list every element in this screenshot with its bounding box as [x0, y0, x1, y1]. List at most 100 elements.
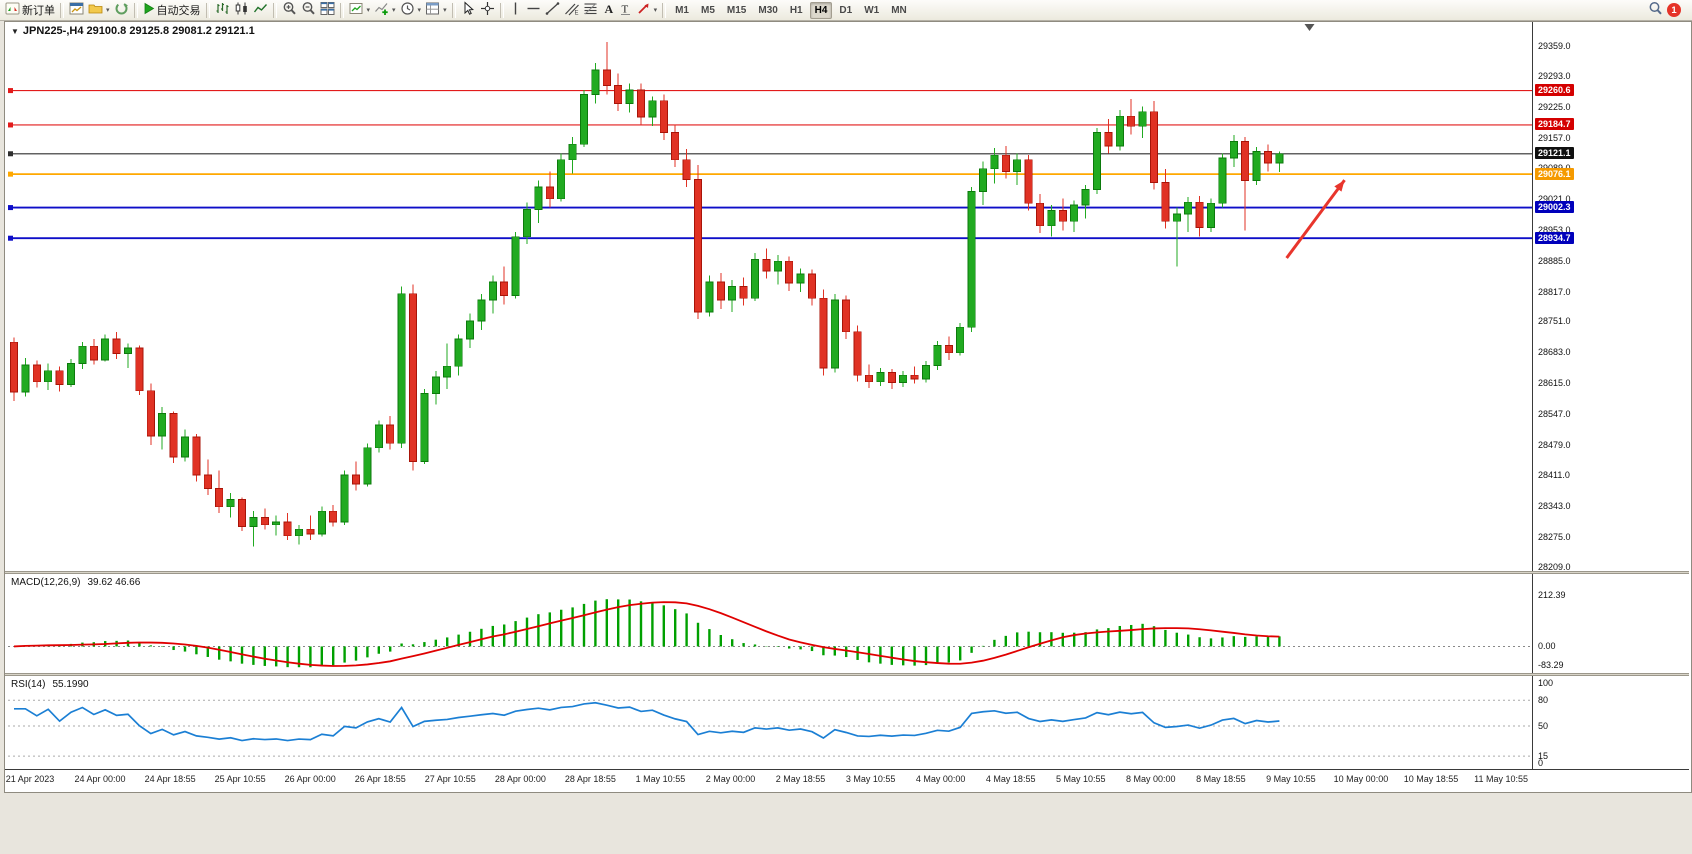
- indicators-button[interactable]: ▾: [372, 1, 398, 19]
- vertical-line-button[interactable]: [507, 1, 524, 19]
- price-line-label: 29002.3: [1535, 201, 1574, 214]
- tile-windows-icon: [320, 1, 335, 19]
- search-button[interactable]: [1646, 1, 1665, 19]
- timeframe-button-mn[interactable]: MN: [886, 2, 912, 19]
- time-label: 24 Apr 18:55: [144, 774, 196, 784]
- arrow-tools-button[interactable]: ▾: [634, 1, 660, 19]
- collapse-triangle-icon[interactable]: ▼: [11, 26, 19, 36]
- time-label: 5 May 10:55: [1055, 774, 1106, 784]
- svg-text:A: A: [604, 2, 613, 16]
- equidistant-channel-button[interactable]: E: [562, 1, 581, 19]
- zoom-out-button[interactable]: [299, 1, 318, 19]
- trendline-icon: [545, 1, 560, 19]
- new-chart-button[interactable]: [67, 1, 86, 19]
- price-tick: 28817.0: [1538, 286, 1571, 297]
- templates-button[interactable]: ▾: [423, 1, 449, 19]
- time-label: 26 Apr 00:00: [284, 774, 336, 784]
- horizontal-line-button[interactable]: [524, 1, 543, 19]
- trendline-button[interactable]: [543, 1, 562, 19]
- profiles-icon: [88, 1, 103, 19]
- timeframe-button-h1[interactable]: H1: [785, 2, 808, 19]
- timeframe-button-m15[interactable]: M15: [722, 2, 751, 19]
- ohlc-bars-button[interactable]: [213, 1, 232, 19]
- price-chart-canvas[interactable]: [8, 22, 1532, 571]
- new-order-label: 新订单: [22, 5, 55, 17]
- toolbar-separator: [205, 2, 210, 18]
- time-label: 9 May 10:55: [1266, 774, 1316, 784]
- zoom-in-button[interactable]: [280, 1, 299, 19]
- time-label: 4 May 18:55: [985, 774, 1036, 784]
- fibonacci-button[interactable]: [581, 1, 600, 19]
- macd-axis[interactable]: 212.39 0.00 -83.29: [1532, 574, 1689, 673]
- toolbar-separator: [133, 2, 138, 18]
- tile-windows-button[interactable]: [318, 1, 337, 19]
- time-label: 3 May 10:55: [845, 774, 896, 784]
- zoom-out-icon: [301, 1, 316, 19]
- refresh-button[interactable]: [112, 1, 131, 19]
- equidistant-channel-icon: E: [564, 1, 579, 19]
- arrow-tools-icon: [636, 1, 651, 19]
- macd-label: MACD(12,26,9) 39.62 46.66: [11, 577, 141, 588]
- macd-signal-line: [13, 601, 1280, 667]
- timeframe-button-h4[interactable]: H4: [809, 1, 833, 19]
- time-label: 28 Apr 00:00: [494, 774, 546, 784]
- timeframe-button-d1[interactable]: D1: [834, 2, 857, 19]
- time-label: 10 May 18:55: [1403, 774, 1459, 784]
- price-tick: 28751.0: [1538, 316, 1571, 327]
- text-label-button[interactable]: T: [617, 1, 634, 19]
- timeframe-button-w1[interactable]: W1: [859, 2, 884, 19]
- candlesticks-icon: [234, 1, 249, 19]
- charts-menu-button[interactable]: ▾: [347, 1, 373, 19]
- autotrading-icon: [143, 2, 155, 18]
- rsi-panel-canvas[interactable]: [8, 676, 1532, 769]
- timeframe-button-m30[interactable]: M30: [753, 2, 782, 19]
- panel-splitter[interactable]: [5, 571, 1689, 574]
- auto-trading-button[interactable]: 自动交易: [141, 1, 203, 19]
- time-label: 8 May 00:00: [1126, 774, 1176, 784]
- horizontal-lines[interactable]: [8, 88, 1532, 241]
- time-label: 27 Apr 10:55: [424, 774, 476, 784]
- time-label: 1 May 10:55: [635, 774, 686, 784]
- price-axis[interactable]: 29359.029293.029225.029157.029089.029021…: [1532, 22, 1689, 572]
- profiles-button[interactable]: ▾: [86, 1, 112, 19]
- cursor-button[interactable]: [459, 1, 478, 19]
- price-tick: 28343.0: [1538, 501, 1571, 512]
- toolbar-separator: [272, 2, 277, 18]
- time-label: 2 May 18:55: [775, 774, 826, 784]
- line-chart-button[interactable]: [251, 1, 270, 19]
- timeframe-button-m5[interactable]: M5: [696, 2, 720, 19]
- rsi-axis-label: 15: [1538, 751, 1549, 762]
- macd-axis-label: -83.29: [1538, 660, 1564, 670]
- chevron-down-icon: ▾: [653, 7, 658, 14]
- indicators-icon: [374, 1, 389, 19]
- timeframe-button-m1[interactable]: M1: [670, 2, 694, 19]
- periods-button[interactable]: ▾: [398, 1, 424, 19]
- macd-axis-label: 0.00: [1538, 641, 1556, 652]
- candlesticks-button[interactable]: [232, 1, 251, 19]
- price-line-label: 28934.7: [1535, 231, 1574, 244]
- text-button[interactable]: A: [600, 1, 617, 19]
- time-axis[interactable]: 21 Apr 2023 24 Apr 00:00 24 Apr 18:55 25 Ap…: [5, 769, 1689, 792]
- charts-menu-icon: [349, 1, 364, 19]
- rsi-axis[interactable]: 100 80 50 15 0: [1532, 676, 1689, 769]
- arrow-annotation[interactable]: [1285, 179, 1346, 259]
- new-order-button[interactable]: 新订单: [3, 1, 57, 19]
- time-label: 25 Apr 10:55: [214, 774, 266, 784]
- rsi-axis-label: 80: [1538, 695, 1549, 706]
- price-tick: 28953.0: [1538, 224, 1571, 235]
- svg-text:E: E: [574, 11, 578, 17]
- vertical-line-icon: [509, 1, 522, 19]
- price-line-label: 29184.7: [1535, 118, 1574, 131]
- panel-splitter[interactable]: [5, 673, 1689, 676]
- zoom-in-icon: [282, 1, 297, 19]
- price-tick: 29293.0: [1538, 70, 1571, 81]
- crosshair-button[interactable]: [478, 1, 497, 19]
- macd-panel-canvas[interactable]: [8, 574, 1532, 673]
- toolbar-separator: [662, 2, 667, 18]
- main-toolbar: 新订单 ▾ 自动交易 ▾ ▾ ▾: [0, 0, 1692, 21]
- text-label-icon: T: [619, 1, 632, 19]
- price-tick: 28209.0: [1538, 561, 1571, 572]
- notification-badge[interactable]: 1: [1667, 3, 1681, 17]
- periods-icon: [400, 1, 415, 19]
- fibonacci-icon: [583, 1, 598, 19]
